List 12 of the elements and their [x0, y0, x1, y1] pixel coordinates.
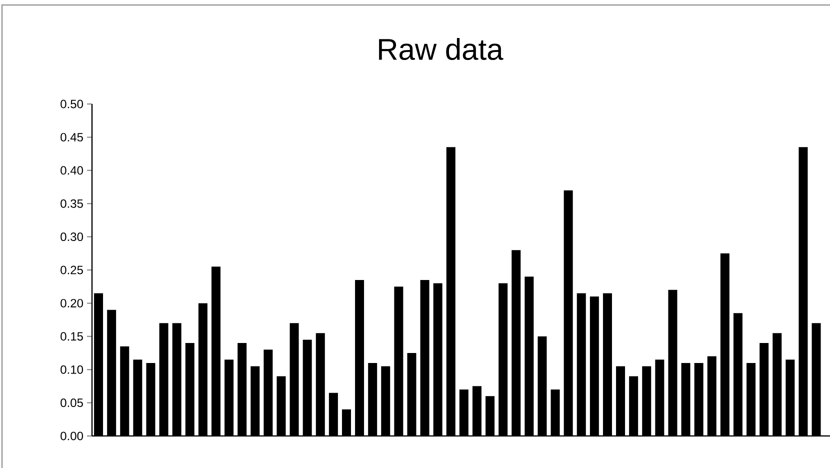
y-tick-label: 0.50 — [60, 100, 84, 108]
y-tick-label: 0.15 — [60, 332, 83, 341]
y-tick-label: 0.45 — [60, 132, 83, 142]
y-tick-label: 0.05 — [60, 398, 83, 408]
y-tick-label: 0.30 — [60, 232, 84, 242]
y-tick-label: 0.00 — [60, 432, 84, 440]
y-tick-label: 0.40 — [60, 166, 84, 175]
y-tick-label: 0.20 — [60, 298, 84, 308]
y-tick-label: 0.10 — [60, 365, 84, 374]
y-tick-label: 0.25 — [60, 266, 83, 274]
chart-title: Raw data — [379, 38, 504, 60]
y-tick-label: 0.35 — [60, 199, 83, 208]
